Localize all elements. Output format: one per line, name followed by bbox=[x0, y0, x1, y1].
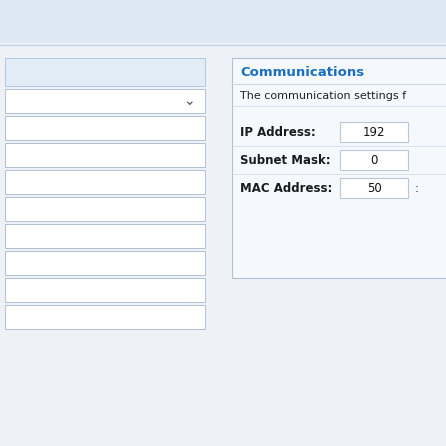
Bar bbox=[5, 224, 205, 248]
Bar bbox=[5, 170, 205, 194]
Text: 0: 0 bbox=[370, 153, 378, 166]
Bar bbox=[0, 0, 446, 45]
Text: 50: 50 bbox=[367, 182, 381, 194]
Bar bbox=[340, 150, 408, 170]
Text: Subnet Mask:: Subnet Mask: bbox=[240, 153, 330, 166]
Text: Communications: Communications bbox=[240, 66, 364, 78]
Bar bbox=[340, 178, 408, 198]
Bar bbox=[232, 58, 446, 278]
Text: ⌄: ⌄ bbox=[183, 94, 195, 108]
Text: IP Address:: IP Address: bbox=[240, 125, 316, 139]
Bar bbox=[5, 116, 205, 140]
Bar bbox=[340, 122, 408, 142]
Bar bbox=[5, 143, 205, 167]
Bar bbox=[5, 278, 205, 302]
Text: 192: 192 bbox=[363, 125, 385, 139]
Bar bbox=[5, 89, 205, 113]
Bar bbox=[5, 197, 205, 221]
Text: The communication settings f: The communication settings f bbox=[240, 91, 406, 101]
Text: MAC Address:: MAC Address: bbox=[240, 182, 332, 194]
Bar bbox=[5, 58, 205, 86]
Bar bbox=[5, 251, 205, 275]
Bar bbox=[5, 305, 205, 329]
Text: :: : bbox=[415, 182, 419, 194]
